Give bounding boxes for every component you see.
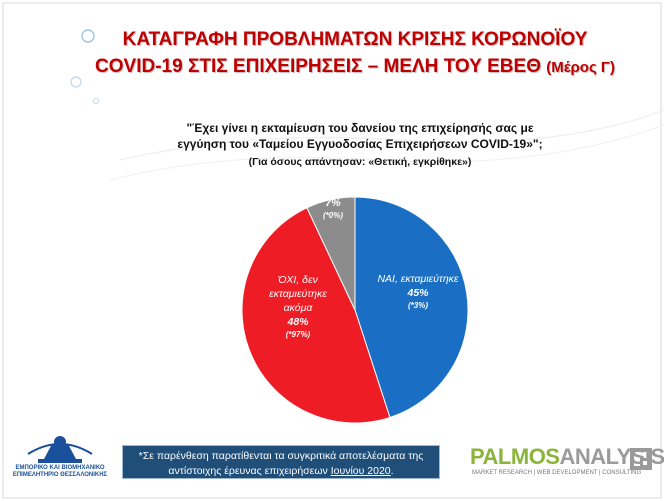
pie-comparison-dont-know: (*0%)	[323, 211, 343, 220]
pie-value-no: 48%	[286, 316, 309, 328]
pie-label-yes-0: ΝΑΙ, εκταμιεύτηκε	[377, 273, 458, 285]
pie-comparison-yes: (*3%)	[408, 301, 428, 310]
pie-label-no-2: ακόμα	[284, 302, 314, 314]
pie-value-dont-know: 7%	[325, 197, 341, 209]
pie-label-no-1: εκταμιεύτηκε	[269, 288, 327, 300]
footnote-month: Ιουνίου 2020	[330, 465, 391, 477]
footnote-end: .	[390, 465, 394, 477]
ebeth-emblem-icon	[27, 436, 93, 463]
footnote-line-1: *Σε παρένθεση παρατίθενται τα συγκριτικά…	[138, 450, 424, 462]
decor-bubble-small	[93, 98, 99, 104]
pie-slice-yes	[354, 196, 469, 419]
footnote-line-2: αντίστοιχης έρευνας επιχειρήσεων	[168, 465, 331, 477]
title-part: (Μέρος Γ)	[546, 59, 615, 76]
palmos-analysis-logo: PALMOSANALYSIS MARKET RESEARCH | WEB DEV…	[470, 444, 664, 484]
ebeth-logo: ΕΜΠΟΡΙΚΟ ΚΑΙ ΒΙΟΜΗΧΑΝΙΚΟ ΕΠΙΜΕΛΗΤΗΡΙΟ ΘΕ…	[8, 432, 112, 488]
title-line-1: ΚΑΤΑΓΡΑΦΗ ΠΡΟΒΛΗΜΑΤΩΝ ΚΡΙΣΗΣ ΚΟΡΩΝΟΪΟΥ	[122, 29, 588, 50]
title-line-2: COVID-19 ΣΤΙΣ ΕΠΙΧΕΙΡΗΣΕΙΣ – ΜΕΛΗ ΤΟΥ ΕΒ…	[60, 53, 650, 81]
pie-label-dont-know-0: ΔΞ/ΔΑ	[317, 183, 349, 195]
decor-bubble-large	[81, 29, 95, 43]
pie-label-no-0: ΌΧΙ, δεν	[277, 274, 319, 286]
question-subtitle: (Για όσους απάντησαν: «Θετική, εγκρίθηκε…	[248, 156, 472, 168]
ebeth-name-line-1: ΕΜΠΟΡΙΚΟ ΚΑΙ ΒΙΟΜΗΧΑΝΙΚΟ	[15, 465, 105, 471]
pie-slice-no	[241, 207, 391, 424]
palmos-word: PALMOS	[470, 444, 560, 469]
question-line-2: εγγύηση του «Ταμείου Εγγυοδοσίας Επιχειρ…	[177, 137, 543, 151]
footnote-box: *Σε παρένθεση παρατίθενται τα συγκριτικά…	[122, 445, 440, 479]
pie-value-yes: 45%	[406, 287, 429, 299]
palmos-tagline: MARKET RESEARCH | WEB DEVELOPMENT | CONS…	[472, 470, 642, 476]
survey-question: "Έχει γίνει η εκταμίευση του δανείου της…	[140, 120, 580, 170]
ebeth-name-line-2: ΕΠΙΜΕΛΗΤΗΡΙΟ ΘΕΣΣΑΛΟΝΙΚΗΣ	[12, 472, 108, 478]
palmos-square-icon	[630, 448, 652, 470]
slide-title: ΚΑΤΑΓΡΑΦΗ ΠΡΟΒΛΗΜΑΤΩΝ ΚΡΙΣΗΣ ΚΟΡΩΝΟΪΟΥ C…	[60, 26, 650, 81]
decor-bubble-mid	[70, 76, 82, 88]
question-line-1: "Έχει γίνει η εκταμίευση του δανείου της…	[186, 121, 534, 135]
title-line-2-main: COVID-19 ΣΤΙΣ ΕΠΙΧΕΙΡΗΣΕΙΣ – ΜΕΛΗ ΤΟΥ ΕΒ…	[95, 56, 541, 77]
pie-slice-dont-know	[306, 196, 356, 311]
pie-comparison-no: (*97%)	[286, 330, 311, 339]
